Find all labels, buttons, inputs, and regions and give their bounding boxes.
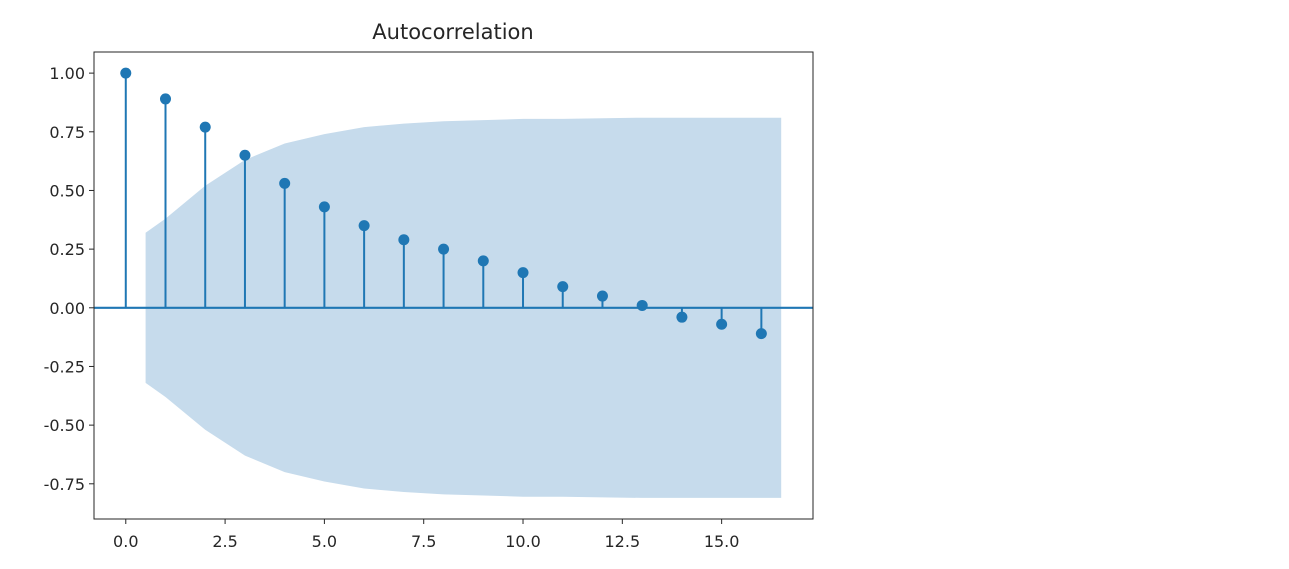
y-tick-label: 1.00 (49, 64, 85, 83)
y-tick-label: 0.75 (49, 123, 85, 142)
chart-title: Autocorrelation (372, 20, 533, 44)
marker-lag-6 (358, 220, 370, 232)
y-tick-label: -0.25 (44, 357, 85, 376)
marker-lag-12 (596, 290, 608, 302)
marker-lag-11 (557, 281, 569, 293)
x-tick-label: 10.0 (505, 532, 541, 551)
y-tick-label: -0.75 (44, 475, 85, 494)
y-tick-label: 0.50 (49, 181, 85, 200)
marker-lag-2 (199, 121, 211, 133)
marker-lag-7 (398, 234, 410, 246)
plot-area (94, 67, 813, 498)
x-tick-label: 15.0 (704, 532, 740, 551)
marker-lag-5 (318, 201, 330, 213)
marker-lag-1 (160, 93, 172, 105)
x-tick-label: 2.5 (212, 532, 237, 551)
x-tick-label: 12.5 (605, 532, 641, 551)
marker-lag-13 (636, 299, 648, 311)
marker-lag-10 (517, 267, 529, 279)
axes-frame (93, 51, 814, 520)
marker-lag-4 (279, 177, 291, 189)
marker-lag-9 (477, 255, 489, 267)
x-tick-label: 0.0 (113, 532, 138, 551)
marker-lag-0 (120, 67, 132, 79)
marker-lag-15 (716, 318, 728, 330)
y-tick-label: -0.50 (44, 416, 85, 435)
y-axis: 1.00 0.75 0.50 0.25 0.00 -0.25 -0.50 -0.75 (44, 64, 94, 494)
y-tick-label: 0.25 (49, 240, 85, 259)
x-tick-label: 7.5 (411, 532, 436, 551)
y-tick-label: 0.00 (49, 299, 85, 318)
marker-lag-3 (239, 149, 251, 161)
x-axis: 0.0 2.5 5.0 7.5 10.0 12.5 15.0 (113, 519, 739, 551)
marker-lag-14 (676, 311, 688, 323)
marker-lag-16 (755, 328, 767, 340)
x-tick-label: 5.0 (312, 532, 337, 551)
marker-lag-8 (438, 243, 450, 255)
